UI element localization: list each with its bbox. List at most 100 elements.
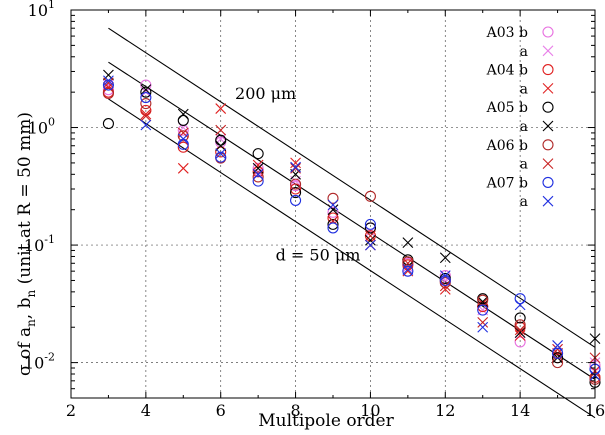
x-marker-stroke: [542, 120, 554, 132]
x-marker-stroke: [542, 195, 554, 207]
reference-line: [108, 98, 596, 419]
x-tick-label: 12: [435, 401, 455, 420]
legend-label: a: [520, 81, 528, 97]
data-point-circle: [177, 141, 189, 153]
x-marker-stroke: [514, 324, 526, 336]
x-marker-stroke: [140, 108, 152, 120]
data-point-circle: [327, 192, 339, 204]
legend-label: A07 b: [486, 175, 528, 191]
x-marker-stroke: [402, 237, 414, 248]
data-point-x: [327, 199, 339, 211]
data-point-x: [552, 340, 563, 351]
x-tick-label: 2: [66, 401, 76, 420]
x-marker-stroke: [177, 162, 189, 174]
data-point-x: [215, 148, 227, 160]
x-marker-stroke: [103, 77, 114, 89]
data-point-circle: [364, 190, 376, 202]
data-point-circle: [252, 148, 264, 160]
data-point-circle: [514, 312, 526, 324]
data-point-x: [290, 157, 301, 169]
data-point-circle: [477, 304, 489, 316]
legend-label: A05 b: [486, 100, 528, 116]
data-point-circle: [402, 256, 414, 268]
legend-label: a: [520, 157, 528, 173]
x-marker-stroke: [402, 264, 414, 275]
data-point-x: [252, 168, 264, 180]
x-marker-stroke: [542, 158, 554, 169]
x-marker-stroke: [365, 234, 376, 246]
x-marker-stroke: [542, 45, 554, 57]
data-point-circle: [542, 26, 554, 38]
x-marker-stroke: [439, 270, 451, 281]
data-point-x: [542, 158, 554, 169]
data-point-x: [215, 124, 227, 136]
data-point-circle: [140, 86, 152, 98]
data-point-x: [552, 343, 563, 355]
data-point-circle: [514, 336, 526, 348]
data-point-x: [177, 133, 189, 145]
data-point-circle: [252, 162, 264, 174]
x-tick-label: 16: [585, 401, 605, 420]
data-point-circle: [177, 130, 189, 142]
x-marker-stroke: [365, 239, 376, 251]
data-point-circle: [542, 64, 554, 76]
data-point-circle: [402, 265, 414, 277]
legend-label: a: [520, 194, 528, 210]
data-point-circle: [552, 352, 564, 364]
data-point-circle: [327, 222, 339, 234]
data-point-x: [542, 120, 554, 132]
data-point-x: [103, 75, 114, 87]
x-marker-stroke: [215, 148, 227, 160]
data-point-circle: [552, 347, 564, 359]
x-marker-stroke: [327, 199, 339, 211]
data-point-x: [514, 330, 526, 341]
data-point-x: [215, 140, 227, 152]
data-point-circle: [252, 171, 264, 183]
data-point-circle: [552, 357, 564, 369]
data-point-x: [140, 119, 152, 131]
data-point-circle: [514, 293, 526, 305]
data-point-x: [290, 162, 301, 174]
data-point-x: [439, 252, 451, 264]
data-point-x: [439, 270, 451, 281]
y-tick-label: 100: [28, 116, 55, 138]
grid-layer: [71, 10, 595, 398]
x-marker-stroke: [252, 168, 264, 180]
data-point-x: [140, 110, 152, 122]
data-point-circle: [542, 139, 554, 151]
x-tick-label: 4: [141, 401, 151, 420]
data-point-circle: [215, 146, 227, 158]
data-point-x: [477, 321, 489, 333]
data-point-circle: [140, 104, 152, 116]
y-axis-label: σ of an, bn (unit at R = 50 mm): [15, 112, 38, 376]
data-point-x: [365, 239, 376, 251]
x-marker-stroke: [514, 330, 526, 341]
reference-line: [108, 27, 596, 348]
series-marks: [103, 75, 601, 381]
data-marks: [102, 69, 601, 388]
x-marker-stroke: [215, 140, 227, 152]
data-point-x: [542, 45, 554, 57]
data-point-circle: [102, 87, 114, 99]
data-point-x: [290, 161, 301, 173]
y-label-main: σ of a: [15, 327, 35, 376]
y-label-sub-b: n: [24, 289, 38, 297]
x-marker-stroke: [140, 84, 152, 96]
data-point-x: [514, 299, 526, 311]
legend-label: A04 b: [486, 63, 528, 79]
x-marker-stroke: [552, 340, 563, 351]
x-marker-stroke: [252, 159, 264, 171]
x-marker-stroke: [439, 252, 451, 264]
data-point-circle: [215, 151, 227, 163]
x-marker-stroke: [215, 103, 227, 114]
data-point-circle: [102, 118, 114, 130]
axis-ticks: 2 4 6 8 10 12 14 16 101 100 10-1 10-2: [24, 0, 605, 420]
data-point-x: [140, 84, 152, 96]
data-point-circle: [140, 91, 152, 104]
data-point-circle: [542, 176, 554, 188]
data-point-x: [327, 204, 339, 216]
x-tick-label: 6: [216, 401, 226, 420]
x-marker-stroke: [477, 296, 489, 308]
data-point-x: [542, 83, 554, 94]
